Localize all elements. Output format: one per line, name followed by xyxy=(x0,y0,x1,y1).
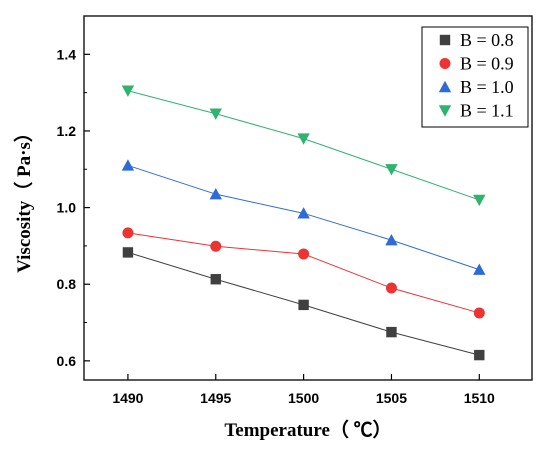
x-tick-label: 1490 xyxy=(112,390,143,406)
series-1 xyxy=(122,227,485,319)
y-axis: 0.6 0.8 1.0 1.2 1.4 xyxy=(57,46,90,369)
series-3 xyxy=(121,85,486,207)
y-tick-label: 0.6 xyxy=(57,353,77,369)
legend-item: B = 0.8 xyxy=(439,30,514,50)
plot-frame xyxy=(83,15,533,381)
legend-item: B = 0.9 xyxy=(439,54,514,74)
data-point xyxy=(298,248,310,260)
data-point xyxy=(121,159,135,171)
data-point xyxy=(474,349,485,361)
data-point xyxy=(121,85,135,97)
series-2 xyxy=(121,159,486,275)
data-point xyxy=(297,207,310,219)
data-point xyxy=(210,274,221,285)
data-point xyxy=(209,187,222,200)
data-point xyxy=(473,194,486,207)
legend-marker xyxy=(439,34,451,46)
y-axis-title: Viscosity（ Pa·s） xyxy=(12,123,35,273)
legend-box xyxy=(421,26,529,128)
data-point xyxy=(385,282,397,294)
x-tick-label: 1495 xyxy=(200,390,231,406)
data-point xyxy=(122,247,134,258)
data-point xyxy=(473,263,486,275)
legend-item: B = 1.1 xyxy=(438,101,514,121)
y-tick-label: 1.4 xyxy=(57,46,77,62)
data-point xyxy=(210,240,222,252)
legend: B = 0.8 B = 0.9 B = 1.0 B = 1.1 xyxy=(421,26,529,128)
x-tick-label: 1500 xyxy=(288,390,319,406)
data-point xyxy=(385,233,398,246)
data-point xyxy=(298,299,309,311)
legend-label: B = 0.9 xyxy=(460,54,514,74)
legend-label: B = 0.8 xyxy=(460,30,514,50)
legend-marker xyxy=(438,105,452,117)
data-point xyxy=(473,307,485,319)
legend-item: B = 1.0 xyxy=(438,77,514,97)
y-tick-label: 0.8 xyxy=(57,276,77,292)
x-tick-label: 1510 xyxy=(464,390,495,406)
y-tick-label: 1.0 xyxy=(57,200,77,216)
legend-marker xyxy=(439,58,451,69)
legend-label: B = 1.1 xyxy=(460,101,514,121)
series-0 xyxy=(122,247,485,361)
data-point xyxy=(122,227,134,239)
data-point xyxy=(385,164,398,176)
data-point xyxy=(386,326,397,338)
data-point xyxy=(297,133,310,145)
legend-label: B = 1.0 xyxy=(460,77,514,97)
legend-marker xyxy=(438,80,452,93)
x-axis: 1490 1495 1500 1505 1510 xyxy=(112,374,495,406)
y-tick-label: 1.2 xyxy=(57,123,77,139)
x-tick-label: 1505 xyxy=(376,390,407,406)
data-point xyxy=(209,108,222,120)
series-layer xyxy=(121,85,486,361)
x-axis-title: Temperature（ ℃） xyxy=(224,418,391,441)
